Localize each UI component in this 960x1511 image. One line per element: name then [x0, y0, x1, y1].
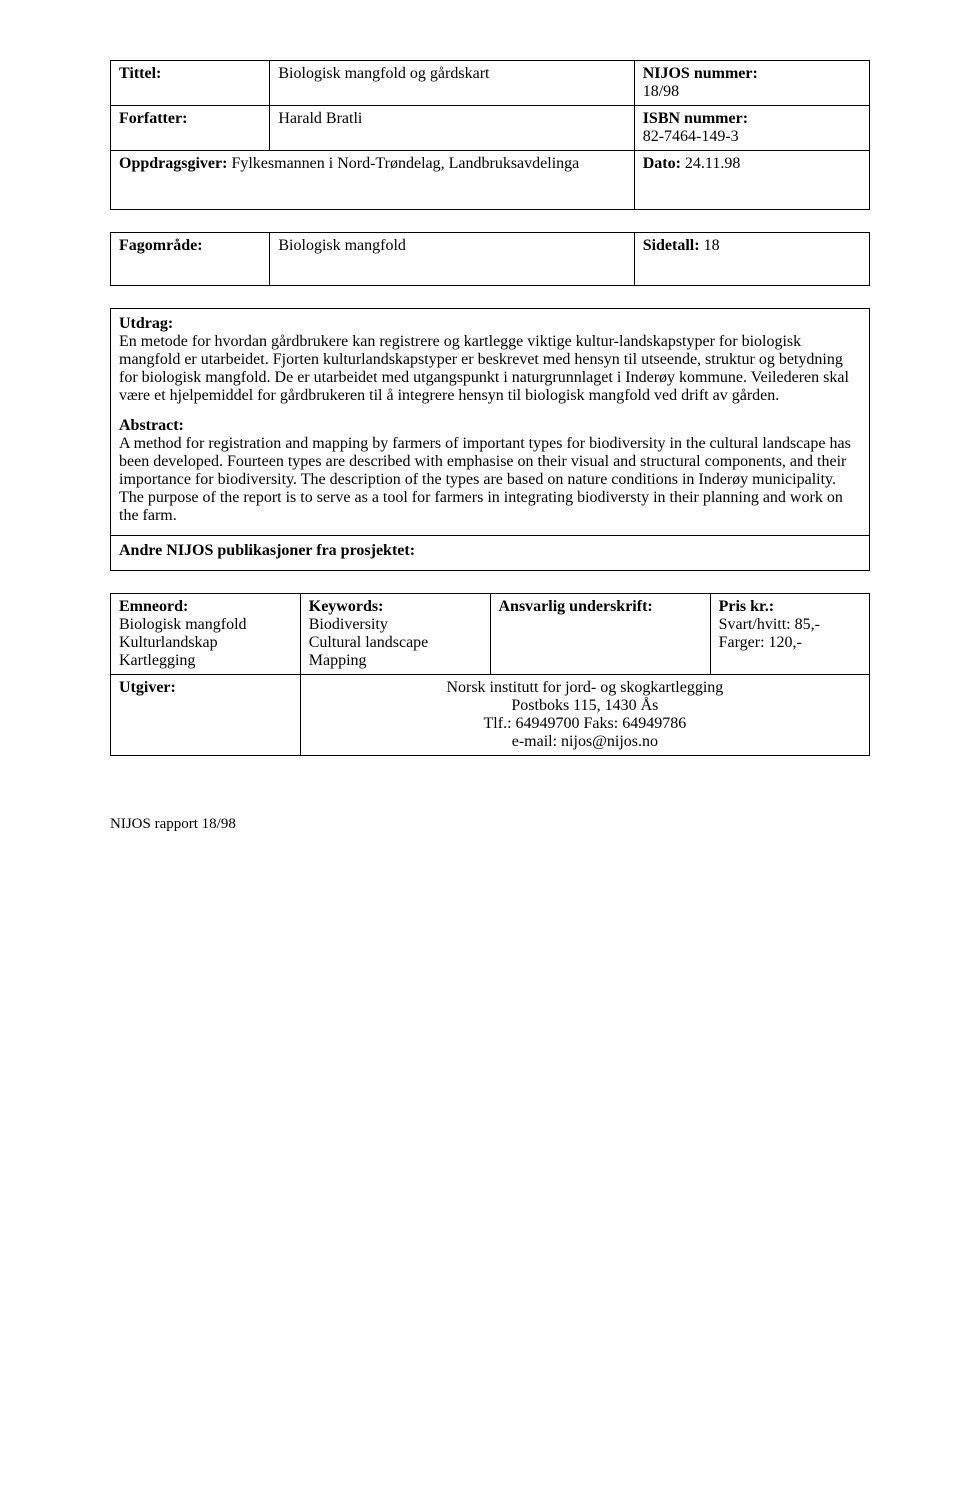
body-table: Utdrag: En metode for hvordan gårdbruker…: [110, 308, 870, 571]
title-label: Tittel:: [119, 65, 161, 82]
keywords-value-1: Biodiversity: [309, 616, 388, 633]
field-value: Biologisk mangfold: [278, 237, 406, 254]
publisher-line-3: Tlf.: 64949700 Faks: 64949786: [484, 715, 687, 732]
header-table: Tittel: Biologisk mangfold og gårdskart …: [110, 60, 870, 210]
author-value: Harald Bratli: [278, 110, 362, 127]
nijos-number-label: NIJOS nummer:: [643, 65, 758, 82]
price-value-2: Farger: 120,-: [719, 634, 802, 651]
title-value: Biologisk mangfold og gårdskart: [278, 65, 489, 82]
price-label: Pris kr.:: [719, 598, 774, 615]
footer-text: NIJOS rapport 18/98: [110, 816, 870, 833]
keywords-value-3: Mapping: [309, 652, 367, 669]
pages-label: Sidetall:: [643, 237, 700, 254]
publisher-line-1: Norsk institutt for jord- og skogkartleg…: [446, 679, 723, 696]
other-pub-label: Andre NIJOS publikasjoner fra prosjektet…: [119, 542, 415, 559]
nijos-number-value: 18/98: [643, 83, 679, 100]
abstract-label: Abstract:: [119, 417, 184, 434]
publisher-line-2: Postboks 115, 1430 Ås: [511, 697, 658, 714]
isbn-value: 82-7464-149-3: [643, 128, 739, 145]
client-value: Fylkesmannen i Nord-Trøndelag, Landbruks…: [231, 155, 579, 172]
emneord-value-1: Biologisk mangfold: [119, 616, 247, 633]
meta-table: Emneord: Biologisk mangfold Kulturlandsk…: [110, 593, 870, 756]
subject-table: Fagområde: Biologisk mangfold Sidetall: …: [110, 232, 870, 286]
publisher-label: Utgiver:: [119, 679, 176, 696]
isbn-label: ISBN nummer:: [643, 110, 748, 127]
field-label: Fagområde:: [119, 237, 203, 254]
date-label: Dato:: [643, 155, 681, 172]
excerpt-text: En metode for hvordan gårdbrukere kan re…: [119, 333, 861, 405]
date-value: 24.11.98: [685, 155, 740, 172]
abstract-text: A method for registration and mapping by…: [119, 435, 851, 524]
price-value-1: Svart/hvitt: 85,-: [719, 616, 820, 633]
publisher-line-4: e-mail: nijos@nijos.no: [512, 733, 658, 750]
signature-label: Ansvarlig underskrift:: [499, 598, 653, 615]
emneord-value-3: Kartlegging: [119, 652, 195, 669]
client-label: Oppdragsgiver:: [119, 155, 227, 172]
pages-value: 18: [704, 237, 720, 254]
author-label: Forfatter:: [119, 110, 187, 127]
keywords-label: Keywords:: [309, 598, 384, 615]
emneord-label: Emneord:: [119, 598, 188, 615]
excerpt-label: Utdrag:: [119, 315, 861, 333]
keywords-value-2: Cultural landscape: [309, 634, 429, 651]
emneord-value-2: Kulturlandskap: [119, 634, 218, 651]
